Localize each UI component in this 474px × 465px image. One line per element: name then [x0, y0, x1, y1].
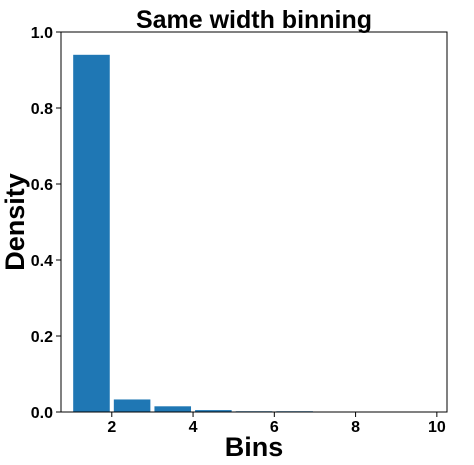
y-axis-label: Density — [0, 173, 30, 271]
bar-2 — [113, 399, 151, 412]
plot-frame — [60, 31, 448, 413]
bars-group — [73, 54, 435, 413]
y-tick-label: 0.2 — [31, 329, 53, 346]
bar-1 — [73, 54, 110, 413]
x-axis-ticks: 2 4 6 8 10 — [107, 412, 446, 436]
bar-3 — [154, 406, 192, 412]
y-tick-label: 0.6 — [31, 177, 53, 194]
bar-4 — [195, 410, 232, 412]
x-axis-label: Bins — [225, 432, 284, 460]
y-tick-label: 1.0 — [31, 25, 53, 42]
y-tick-label: 0.8 — [31, 101, 53, 118]
x-tick-label: 6 — [270, 419, 279, 436]
y-tick-label: 0.0 — [31, 405, 53, 422]
chart-title: Same width binning — [136, 6, 372, 34]
x-tick-label: 4 — [189, 419, 198, 436]
y-axis-ticks: 0.0 0.2 0.4 0.6 0.8 1.0 — [31, 25, 61, 422]
x-tick-label: 2 — [107, 419, 116, 436]
y-tick-label: 0.4 — [31, 253, 53, 270]
x-tick-label: 8 — [351, 419, 360, 436]
x-tick-label: 10 — [428, 419, 446, 436]
